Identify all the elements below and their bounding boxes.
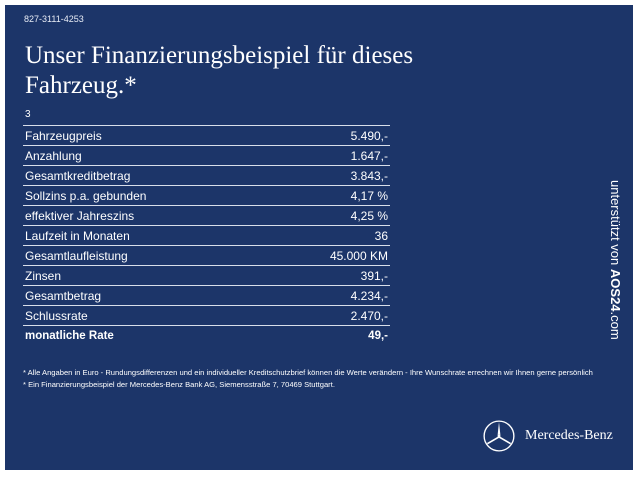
row-label: Gesamtbetrag bbox=[25, 288, 102, 303]
table-row: Sollzins p.a. gebunden 4,17 % bbox=[23, 186, 390, 206]
financing-table: Fahrzeugpreis 5.490,- Anzahlung 1.647,- … bbox=[23, 125, 390, 345]
phone-number: 827-3111-4253 bbox=[24, 14, 84, 24]
table-row: Gesamtkreditbetrag 3.843,- bbox=[23, 166, 390, 186]
row-value: 36 bbox=[374, 228, 388, 243]
row-value: 391,- bbox=[360, 268, 388, 283]
row-value: 1.647,- bbox=[350, 148, 388, 163]
footnotes: * Alle Angaben in Euro - Rundungsdiffere… bbox=[23, 367, 613, 391]
brand-name: Mercedes-Benz bbox=[525, 428, 613, 443]
row-label: Fahrzeugpreis bbox=[25, 128, 102, 143]
table-row: effektiver Jahreszins 4,25 % bbox=[23, 206, 390, 226]
title-line-1: Unser Finanzierungsbeispiel für dieses bbox=[25, 42, 414, 69]
row-value: 4.234,- bbox=[350, 288, 388, 303]
row-value: 45.000 KM bbox=[329, 248, 388, 263]
footnote-1: * Alle Angaben in Euro - Rundungsdiffere… bbox=[23, 368, 593, 377]
row-label: Schlussrate bbox=[25, 308, 88, 323]
row-value: 5.490,- bbox=[350, 128, 388, 143]
table-row: Gesamtbetrag 4.234,- bbox=[23, 286, 390, 306]
credit-suffix: .com bbox=[608, 311, 623, 340]
monthly-rate-row: monatliche Rate 49,- bbox=[23, 326, 390, 345]
footnote-2: * Ein Finanzierungsbeispiel der Mercedes… bbox=[23, 380, 335, 389]
monthly-rate-value: 49,- bbox=[368, 329, 388, 342]
row-value: 2.470,- bbox=[350, 308, 388, 323]
mercedes-star-icon bbox=[483, 420, 515, 452]
table-row: Zinsen 391,- bbox=[23, 266, 390, 286]
footnote-marker: 3 bbox=[25, 109, 31, 120]
title-line-2: Fahrzeug.* bbox=[25, 72, 137, 99]
row-label: Laufzeit in Monaten bbox=[25, 228, 130, 243]
row-label: effektiver Jahreszins bbox=[25, 208, 135, 223]
monthly-rate-label: monatliche Rate bbox=[25, 329, 114, 342]
row-label: Anzahlung bbox=[25, 148, 82, 163]
credit-prefix: unterstützt von bbox=[608, 180, 623, 266]
table-row: Schlussrate 2.470,- bbox=[23, 306, 390, 326]
table-row: Gesamtlaufleistung 45.000 KM bbox=[23, 246, 390, 266]
row-label: Sollzins p.a. gebunden bbox=[25, 188, 147, 203]
credit-brand: AOS24 bbox=[608, 268, 623, 312]
row-value: 4,17 % bbox=[350, 188, 388, 203]
row-value: 3.843,- bbox=[350, 168, 388, 183]
table-row: Fahrzeugpreis 5.490,- bbox=[23, 126, 390, 146]
table-row: Anzahlung 1.647,- bbox=[23, 146, 390, 166]
financing-panel: 827-3111-4253 Unser Finanzierungsbeispie… bbox=[5, 5, 633, 470]
row-value: 4,25 % bbox=[350, 208, 388, 223]
mercedes-benz-logo: Mercedes-Benz bbox=[482, 419, 613, 453]
row-label: Gesamtlaufleistung bbox=[25, 248, 128, 263]
row-label: Zinsen bbox=[25, 268, 62, 283]
table-row: Laufzeit in Monaten 36 bbox=[23, 226, 390, 246]
row-label: Gesamtkreditbetrag bbox=[25, 168, 131, 183]
dealer-credit: unterstützt von AOS24.com bbox=[603, 180, 623, 350]
page-title: Unser Finanzierungsbeispiel für dieses F… bbox=[25, 41, 465, 101]
